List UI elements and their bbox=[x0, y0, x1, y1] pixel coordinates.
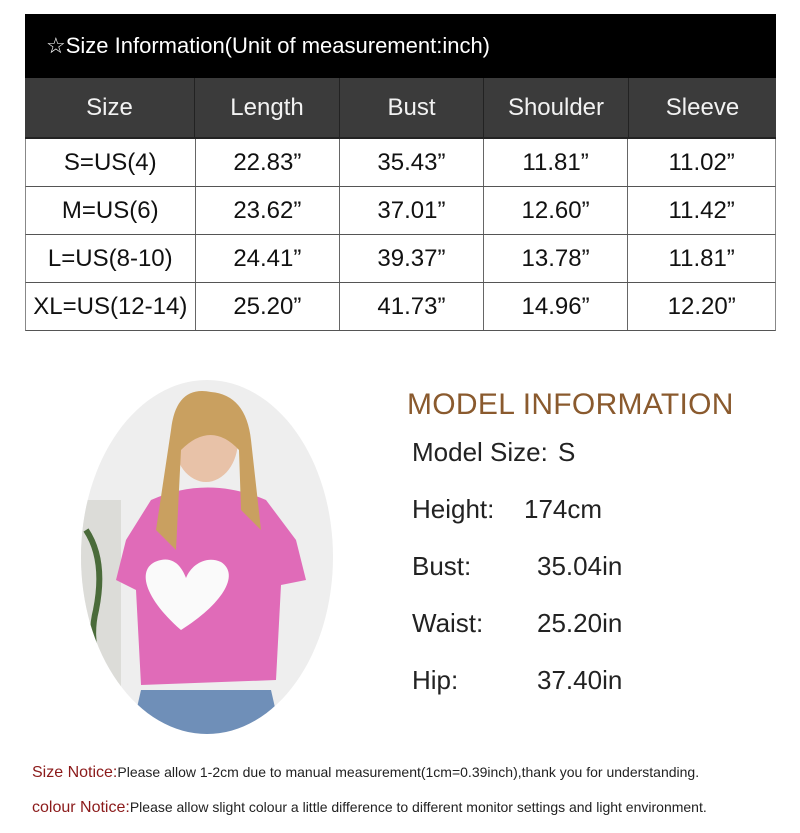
table-cell: 11.02” bbox=[668, 148, 735, 176]
table-cell: 11.81” bbox=[484, 139, 629, 186]
table-cell: S=US(4) bbox=[26, 139, 196, 186]
table-row: XL=US(12-14) 25.20” 41.73” 14.96” 12.20” bbox=[25, 283, 776, 331]
size-notice: Size Notice:Please allow 1-2cm due to ma… bbox=[32, 764, 699, 782]
model-info-line: Hip: 37.40in bbox=[412, 665, 734, 722]
table-cell: 11.81” bbox=[668, 244, 735, 272]
table-cell: 23.62” bbox=[196, 187, 341, 234]
model-info-value: S bbox=[558, 437, 576, 467]
table-cell: L=US(8-10) bbox=[26, 235, 196, 282]
table-header-row: Size Length Bust Shoulder Sleeve bbox=[25, 78, 776, 139]
model-info-label: Waist: bbox=[412, 608, 484, 638]
table-cell: XL=US(12-14) bbox=[26, 283, 196, 330]
model-info-label: Bust: bbox=[412, 551, 472, 581]
header-shoulder: Shoulder bbox=[484, 78, 629, 137]
model-info-label: Model Size: bbox=[412, 437, 548, 467]
model-info-label: Height: bbox=[412, 494, 495, 524]
colour-notice-label: colour Notice: bbox=[32, 799, 130, 816]
table-cell: 12.20” bbox=[667, 292, 736, 320]
model-info-title: MODEL INFORMATION bbox=[407, 388, 734, 421]
model-photo bbox=[81, 380, 333, 734]
table-cell: 13.78” bbox=[484, 235, 629, 282]
colour-notice: colour Notice:Please allow slight colour… bbox=[32, 799, 707, 817]
size-notice-label: Size Notice: bbox=[32, 764, 118, 781]
model-info-value: 37.40in bbox=[537, 665, 623, 695]
size-notice-text: Please allow 1-2cm due to manual measure… bbox=[117, 764, 700, 780]
model-info-value: 25.20in bbox=[537, 608, 623, 638]
table-cell: 22.83” bbox=[196, 139, 341, 186]
header-bust: Bust bbox=[340, 78, 484, 137]
model-info-value: 35.04in bbox=[537, 551, 623, 581]
table-cell: 39.37” bbox=[340, 235, 484, 282]
table-cell: 37.01” bbox=[340, 187, 484, 234]
table-cell: 35.43” bbox=[340, 139, 484, 186]
table-cell: 24.41” bbox=[196, 235, 341, 282]
table-row: S=US(4) 22.83” 35.43” 11.81” 11.02” bbox=[25, 139, 776, 187]
model-information: MODEL INFORMATION Model Size: S Height: 174… bbox=[407, 388, 734, 722]
header-sleeve: Sleeve bbox=[665, 93, 740, 121]
table-cell: 12.60” bbox=[484, 187, 629, 234]
table-cell: M=US(6) bbox=[26, 187, 196, 234]
model-info-line: Height: 174cm bbox=[412, 494, 734, 551]
size-table: ☆Size Information(Unit of measurement:in… bbox=[25, 14, 776, 331]
table-cell: 11.42” bbox=[668, 196, 735, 224]
table-cell: 14.96” bbox=[484, 283, 629, 330]
colour-notice-text: Please allow slight colour a little diff… bbox=[129, 799, 707, 815]
table-cell: 41.73” bbox=[340, 283, 484, 330]
model-info-line: Waist: 25.20in bbox=[412, 608, 734, 665]
model-info-label: Hip: bbox=[412, 665, 459, 695]
table-row: M=US(6) 23.62” 37.01” 12.60” 11.42” bbox=[25, 187, 776, 235]
table-cell: 25.20” bbox=[196, 283, 341, 330]
size-table-title: ☆Size Information(Unit of measurement:in… bbox=[25, 14, 776, 78]
table-row: L=US(8-10) 24.41” 39.37” 13.78” 11.81” bbox=[25, 235, 776, 283]
model-info-value: 174cm bbox=[524, 494, 603, 524]
header-length: Length bbox=[195, 78, 340, 137]
model-info-line: Model Size: S bbox=[412, 437, 734, 494]
header-size: Size bbox=[25, 78, 195, 137]
model-info-line: Bust: 35.04in bbox=[412, 551, 734, 608]
